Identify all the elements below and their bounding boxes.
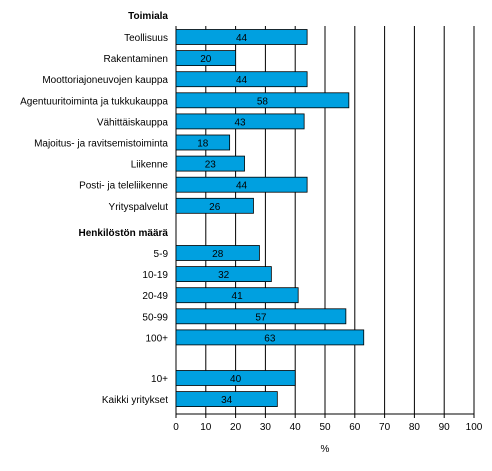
- x-tick-label: 50: [319, 422, 331, 433]
- category-label: Posti- ja teleliikenne: [79, 181, 168, 192]
- bars: [175, 29, 365, 408]
- bar: [175, 329, 365, 346]
- value-label: 32: [218, 270, 230, 281]
- category-label: Vähittäiskauppa: [97, 117, 169, 128]
- value-label: 57: [255, 312, 267, 323]
- x-tick-label: 40: [290, 422, 302, 433]
- value-label: 41: [232, 291, 244, 302]
- bar: [175, 29, 308, 45]
- x-tick-label: 70: [379, 422, 391, 433]
- bar: [175, 176, 308, 193]
- bar: [175, 155, 245, 172]
- value-label: 44: [236, 181, 248, 192]
- bar: [175, 266, 272, 283]
- x-tick-label: 10: [200, 422, 212, 433]
- value-label: 23: [205, 160, 217, 171]
- bar: [175, 134, 231, 151]
- labels: Toimiala Teollisuus 44 Rakentaminen 20 Mootto…: [20, 11, 276, 406]
- category-label: Yrityspalvelut: [109, 202, 169, 213]
- category-label: Agentuuritoiminta ja tukkukauppa: [20, 96, 168, 107]
- category-label: 50-99: [142, 312, 168, 323]
- x-tick-label: 100: [466, 422, 483, 433]
- value-label: 44: [236, 75, 248, 86]
- category-label: Majoitus- ja ravitsemistoiminta: [34, 139, 168, 150]
- x-tick-label: 60: [349, 422, 361, 433]
- category-label: Teollisuus: [124, 33, 168, 44]
- value-label: 43: [235, 117, 247, 128]
- value-label: 34: [221, 395, 233, 406]
- bar: [175, 113, 305, 130]
- x-axis-label: %: [321, 444, 330, 455]
- category-label: Liikenne: [131, 160, 169, 171]
- category-label: Moottoriajoneuvojen kauppa: [42, 75, 168, 86]
- x-tick-label: 90: [439, 422, 451, 433]
- group-title: Henkilöstön määrä: [79, 228, 169, 239]
- x-tick-label: 20: [230, 422, 242, 433]
- bar: [175, 370, 296, 386]
- x-tick-label: 30: [260, 422, 272, 433]
- grid-lines: [175, 26, 475, 414]
- bar: [175, 245, 260, 261]
- value-label: 58: [257, 96, 269, 107]
- x-axis: 0 10 20 30 40 50 60 70 80 90 100: [173, 413, 483, 433]
- category-label: 100+: [145, 333, 168, 344]
- value-label: 63: [264, 333, 276, 344]
- value-label: 18: [197, 139, 209, 150]
- category-label: 20-49: [142, 291, 168, 302]
- bar: [175, 50, 236, 66]
- value-label: 26: [209, 202, 221, 213]
- bar: [175, 71, 308, 88]
- bar: [175, 92, 350, 109]
- category-label: Rakentaminen: [104, 54, 168, 65]
- category-label: 10+: [151, 374, 168, 385]
- category-label: 10-19: [142, 270, 168, 281]
- group-title: Toimiala: [128, 11, 168, 22]
- value-label: 44: [236, 33, 248, 44]
- category-label: Kaikki yritykset: [102, 395, 168, 406]
- bar: [175, 197, 254, 214]
- bar: [175, 308, 347, 325]
- x-tick-label: 80: [409, 422, 421, 433]
- bar: [175, 391, 278, 408]
- bar: [175, 287, 299, 304]
- category-label: 5-9: [154, 249, 169, 260]
- value-label: 20: [200, 54, 212, 65]
- value-label: 28: [212, 249, 224, 260]
- x-tick-label: 0: [173, 422, 179, 433]
- value-label: 40: [230, 374, 242, 385]
